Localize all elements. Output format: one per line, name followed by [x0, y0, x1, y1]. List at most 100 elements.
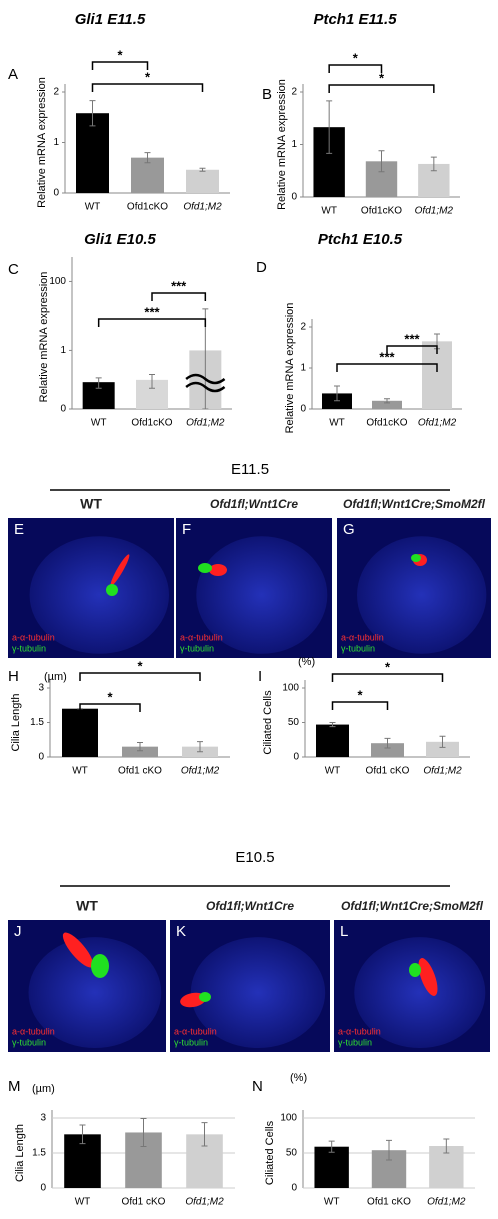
x-tick-label: Ofd1cKO	[361, 206, 402, 217]
error-bar	[329, 722, 336, 728]
significance-bracket	[91, 83, 204, 92]
basal-body	[409, 963, 421, 977]
panel-letter: B	[262, 86, 272, 103]
panel-letter: I	[258, 668, 262, 685]
significance-bracket	[151, 292, 207, 301]
significance-bracket	[331, 673, 444, 682]
unit-label: (%)	[290, 1072, 307, 1084]
x-tick-label: Ofd1;M2	[183, 202, 222, 213]
y-axis-label: Relative mRNA expression	[36, 77, 48, 208]
bar	[186, 169, 219, 193]
bar	[316, 724, 349, 757]
y-tick-label: 0	[291, 1183, 297, 1194]
significance-label: *	[353, 50, 359, 65]
panel-letter: N	[252, 1078, 263, 1095]
basal-body	[91, 954, 109, 978]
significance-bracket	[79, 703, 141, 712]
error-bar	[144, 152, 151, 164]
error-bar	[378, 150, 385, 173]
bar	[122, 746, 158, 757]
stain-label: γ-tubulin	[12, 643, 46, 653]
significance-label: *	[385, 659, 391, 674]
y-axis-label: Ciliated Cells	[264, 1120, 276, 1185]
error-bar	[149, 374, 155, 389]
y-tick-label: 50	[286, 1148, 298, 1159]
significance-label: *	[379, 70, 385, 85]
x-tick-label: Ofd1 cKO	[122, 1197, 166, 1208]
panel-letter: H	[8, 668, 19, 685]
panel-letter: G	[343, 521, 355, 538]
image-title: Ofd1fl;Wnt1Cre	[210, 497, 298, 511]
panel-letter: A	[8, 66, 18, 83]
y-tick-label: 50	[288, 717, 300, 728]
y-tick-label: 2	[300, 322, 306, 333]
stain-label: a-α-tubulin	[12, 632, 55, 642]
x-tick-label: Ofd1;M2	[181, 766, 220, 777]
significance-bracket	[91, 61, 149, 70]
y-axis-label: Relative mRNA expression	[38, 272, 50, 403]
y-axis-label: Cilia Length	[14, 1124, 26, 1182]
basal-body	[106, 584, 118, 596]
significance-label: ***	[144, 304, 160, 319]
significance-label: *	[145, 69, 151, 84]
nucleus	[357, 536, 487, 654]
error-bar	[384, 398, 390, 404]
error-bar	[197, 741, 203, 753]
error-bar	[328, 1140, 335, 1153]
section-label: E11.5	[231, 461, 269, 478]
error-bar	[201, 1122, 208, 1147]
error-bar	[89, 100, 96, 127]
unit-label: (%)	[298, 656, 315, 668]
panel-letter: J	[14, 923, 22, 940]
x-tick-label: WT	[325, 766, 341, 777]
bar	[62, 708, 98, 757]
y-tick-label: 1	[53, 137, 59, 148]
panel-letter: L	[340, 923, 348, 940]
stain-label: γ-tubulin	[341, 643, 375, 653]
panel-letter: M	[8, 1078, 21, 1095]
error-bar	[199, 167, 206, 172]
y-tick-label: 100	[280, 1113, 297, 1124]
y-tick-label: 1	[300, 363, 306, 374]
y-tick-label: 2	[53, 87, 59, 98]
significance-label: ***	[404, 331, 420, 346]
y-axis-label: Cilia Length	[10, 693, 22, 751]
error-bar	[386, 1139, 392, 1161]
image-title: Ofd1fl;Wnt1Cre;SmoM2fl	[343, 497, 486, 511]
y-tick-label: 3	[38, 683, 44, 694]
x-tick-label: WT	[85, 202, 101, 213]
image-title: WT	[80, 496, 102, 512]
y-axis-label: Ciliated Cells	[262, 690, 274, 755]
panel-letter: K	[176, 923, 186, 940]
significance-label: ***	[171, 278, 187, 293]
x-tick-label: Ofd1cKO	[127, 202, 168, 213]
x-tick-label: WT	[329, 418, 345, 429]
x-tick-label: Ofd1;M2	[423, 766, 462, 777]
x-tick-label: Ofd1;M2	[427, 1197, 466, 1208]
significance-label: *	[117, 47, 123, 62]
y-tick-label: 100	[49, 276, 66, 287]
x-tick-label: WT	[321, 206, 337, 217]
error-bar	[430, 156, 437, 172]
x-tick-label: Ofd1 cKO	[367, 1197, 411, 1208]
y-tick-label: 0	[40, 1183, 46, 1194]
x-tick-label: WT	[72, 766, 88, 777]
nucleus	[190, 937, 326, 1049]
x-tick-label: WT	[324, 1197, 340, 1208]
error-bar	[79, 1124, 86, 1145]
x-tick-label: Ofd1;M2	[418, 418, 457, 429]
bar	[371, 743, 404, 757]
section-label: E10.5	[235, 849, 274, 866]
y-tick-label: 0	[60, 404, 66, 415]
unit-label: (µm)	[44, 671, 67, 683]
nucleus	[354, 937, 486, 1049]
image-title: Ofd1fl;Wnt1Cre	[206, 899, 294, 913]
y-axis-label: Relative mRNA expression	[276, 79, 288, 210]
basal-body	[198, 563, 212, 573]
y-tick-label: 0	[53, 188, 59, 199]
nucleus	[28, 937, 162, 1049]
stain-label: γ-tubulin	[180, 643, 214, 653]
significance-bracket	[97, 318, 207, 327]
error-bar	[137, 742, 143, 752]
error-bar	[443, 1138, 450, 1154]
